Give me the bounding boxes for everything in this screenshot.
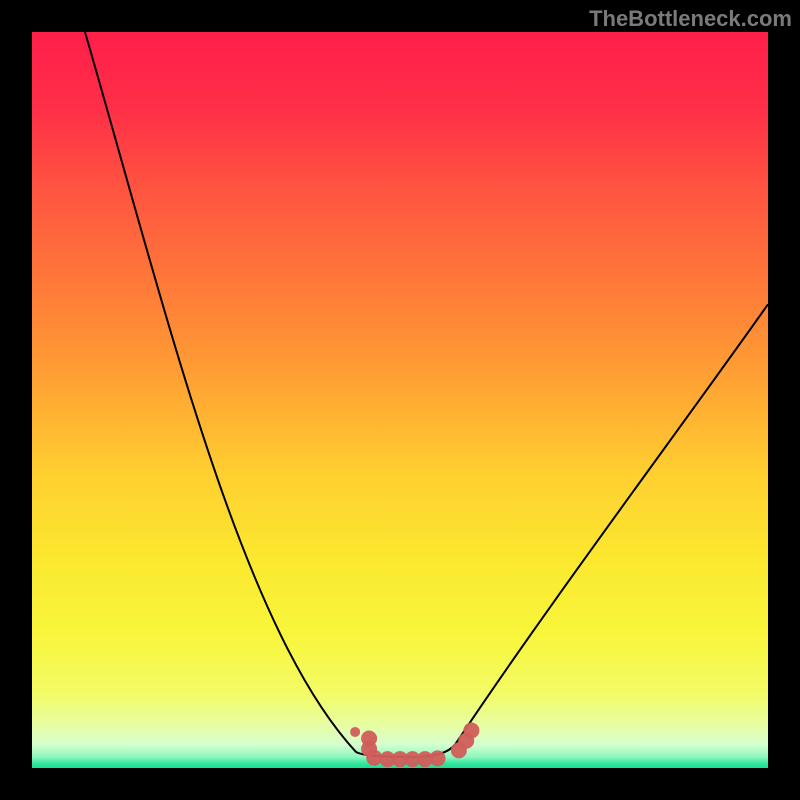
plot-area — [32, 32, 768, 768]
watermark-label: TheBottleneck.com — [589, 6, 792, 32]
bottleneck-chart-frame: TheBottleneck.com — [0, 0, 800, 800]
